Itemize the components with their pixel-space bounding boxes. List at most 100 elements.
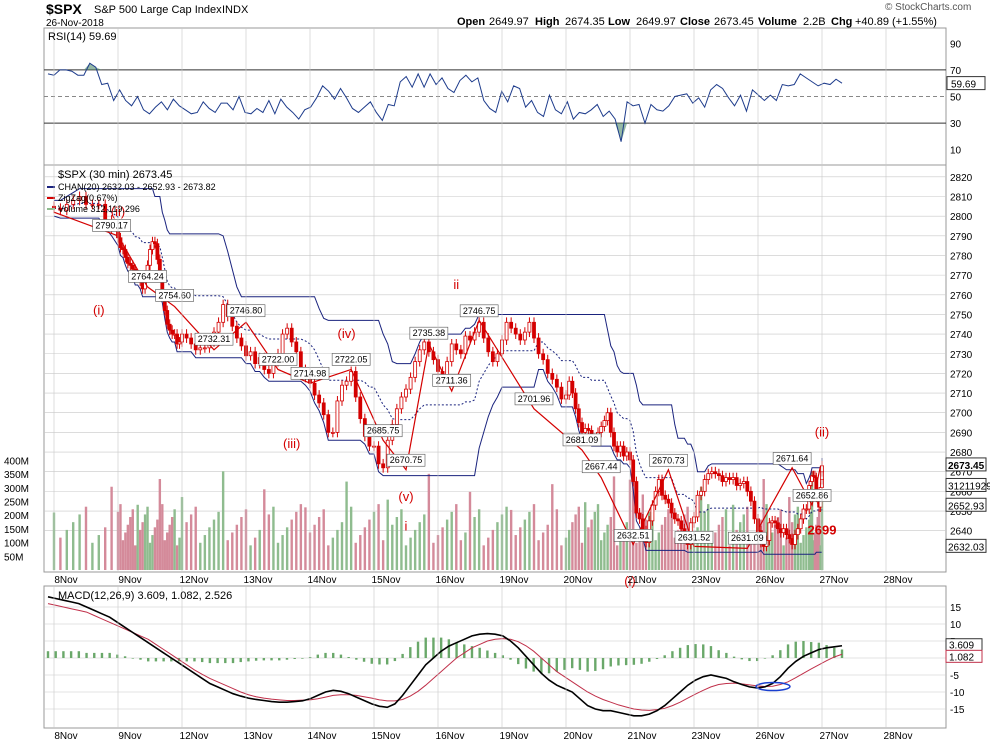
volume-bar <box>596 504 600 570</box>
volume-bar <box>622 529 625 570</box>
candle-body <box>545 359 550 374</box>
macd-line <box>47 596 843 717</box>
x-tick-label: 23Nov <box>692 731 721 742</box>
macd-histogram-bar <box>239 658 242 663</box>
volume-bar <box>349 506 353 570</box>
volume-tick-label: 400M <box>4 456 29 467</box>
candle-body <box>96 203 101 206</box>
macd-histogram-bar <box>46 651 50 658</box>
volume-bar <box>217 511 220 570</box>
macd-histogram-bar <box>463 644 466 658</box>
volume-bar <box>551 484 554 570</box>
volume-bar <box>72 522 75 570</box>
macd-histogram-bar <box>624 658 628 666</box>
price-tick-label: 2640 <box>950 527 973 538</box>
volume-bar <box>580 542 584 570</box>
candle-body <box>253 351 258 364</box>
chart-symbol: $SPX <box>46 1 82 17</box>
macd-histogram-bar <box>786 644 790 658</box>
price-point-text: 2746.75 <box>463 306 496 316</box>
macd-value-label: 3.609 <box>949 641 974 652</box>
candle-body <box>335 400 340 433</box>
candle-body <box>417 349 422 363</box>
candle-body <box>513 327 518 335</box>
candle-body <box>175 333 179 345</box>
low-label: Low <box>608 16 630 28</box>
macd-histogram-bar <box>517 658 520 665</box>
right-value-box <box>945 497 987 512</box>
rsi-tick-label: 50 <box>950 93 962 104</box>
candle-body <box>358 396 363 420</box>
price-point-box <box>649 453 688 467</box>
price-point-box <box>792 489 832 502</box>
price-point-label: 2722.05 <box>331 353 371 366</box>
candle-body <box>787 534 792 539</box>
candle-body <box>576 408 581 423</box>
candle-body <box>634 481 639 514</box>
volume-bar <box>762 478 765 570</box>
x-tick-label: 13Nov <box>244 575 273 586</box>
macd-histogram-bar <box>594 658 597 671</box>
candle-body <box>734 477 739 486</box>
macd-histogram-bar <box>763 658 767 659</box>
candle-body <box>605 412 610 421</box>
macd-histogram-bar <box>509 658 512 660</box>
macd-histogram-bar <box>540 658 543 674</box>
candle-body <box>170 329 175 335</box>
volume-bar <box>124 532 127 570</box>
candle-body <box>509 321 514 329</box>
candle-body <box>504 321 509 341</box>
macd-histogram-bar <box>123 656 127 658</box>
macd-histogram-bar <box>362 658 366 662</box>
volume-bar <box>253 537 257 570</box>
price-tick-label: 2670 <box>950 468 973 479</box>
candle-body <box>330 431 335 434</box>
candle-body <box>490 351 495 363</box>
volume-bar <box>153 527 157 570</box>
macd-histogram-bar <box>671 651 674 658</box>
volume-bar <box>272 506 275 570</box>
macd-histogram-bar <box>455 642 458 658</box>
x-tick-label: 27Nov <box>820 575 849 586</box>
macd-histogram-bar <box>447 639 451 658</box>
x-tick-label: 13Nov <box>244 731 273 742</box>
macd-histogram-bar <box>432 637 435 658</box>
macd-histogram-bar <box>108 652 111 658</box>
candle-body <box>486 337 491 353</box>
chg-value: +40.89 (+1.55%) <box>855 16 937 28</box>
macd-histogram-bar <box>640 658 643 664</box>
volume-bar <box>413 529 417 570</box>
candle-body <box>58 207 63 211</box>
x-tick-label: 8Nov <box>54 731 77 742</box>
macd-histogram-bar <box>740 658 743 660</box>
price-point-label: 2754.60 <box>155 289 194 302</box>
candle-body <box>518 333 523 341</box>
price-tick-label: 2760 <box>950 291 973 302</box>
candle-body <box>695 494 700 518</box>
rsi-tick-label: 90 <box>950 39 962 50</box>
volume-bar <box>322 509 325 570</box>
price-point-text: 2735.38 <box>413 328 446 338</box>
volume-bar <box>568 529 571 570</box>
candle-body <box>77 196 82 201</box>
right-value-label: 2632.03 <box>948 542 985 553</box>
candle-body <box>608 412 613 433</box>
macd-histogram-bar <box>702 644 705 658</box>
volume-bar <box>606 524 609 570</box>
candle-body <box>422 341 427 351</box>
x-tick-label: 16Nov <box>436 575 465 586</box>
volume-bar <box>625 522 628 570</box>
chart-exchange: INDX <box>222 4 249 16</box>
macd-histogram-bar <box>154 658 158 662</box>
candle-body <box>289 327 294 343</box>
macd-histogram-bar <box>771 655 774 658</box>
volume-bar <box>616 545 619 570</box>
volume-bar <box>776 517 780 570</box>
candle-body <box>583 428 588 433</box>
candle-body <box>672 512 677 520</box>
price-point-label: 2671.64 <box>772 452 812 465</box>
price-point-text: 2670.75 <box>390 455 423 465</box>
candle-body <box>586 428 591 431</box>
volume-bar <box>721 517 724 570</box>
wave-label: ii <box>453 277 459 292</box>
